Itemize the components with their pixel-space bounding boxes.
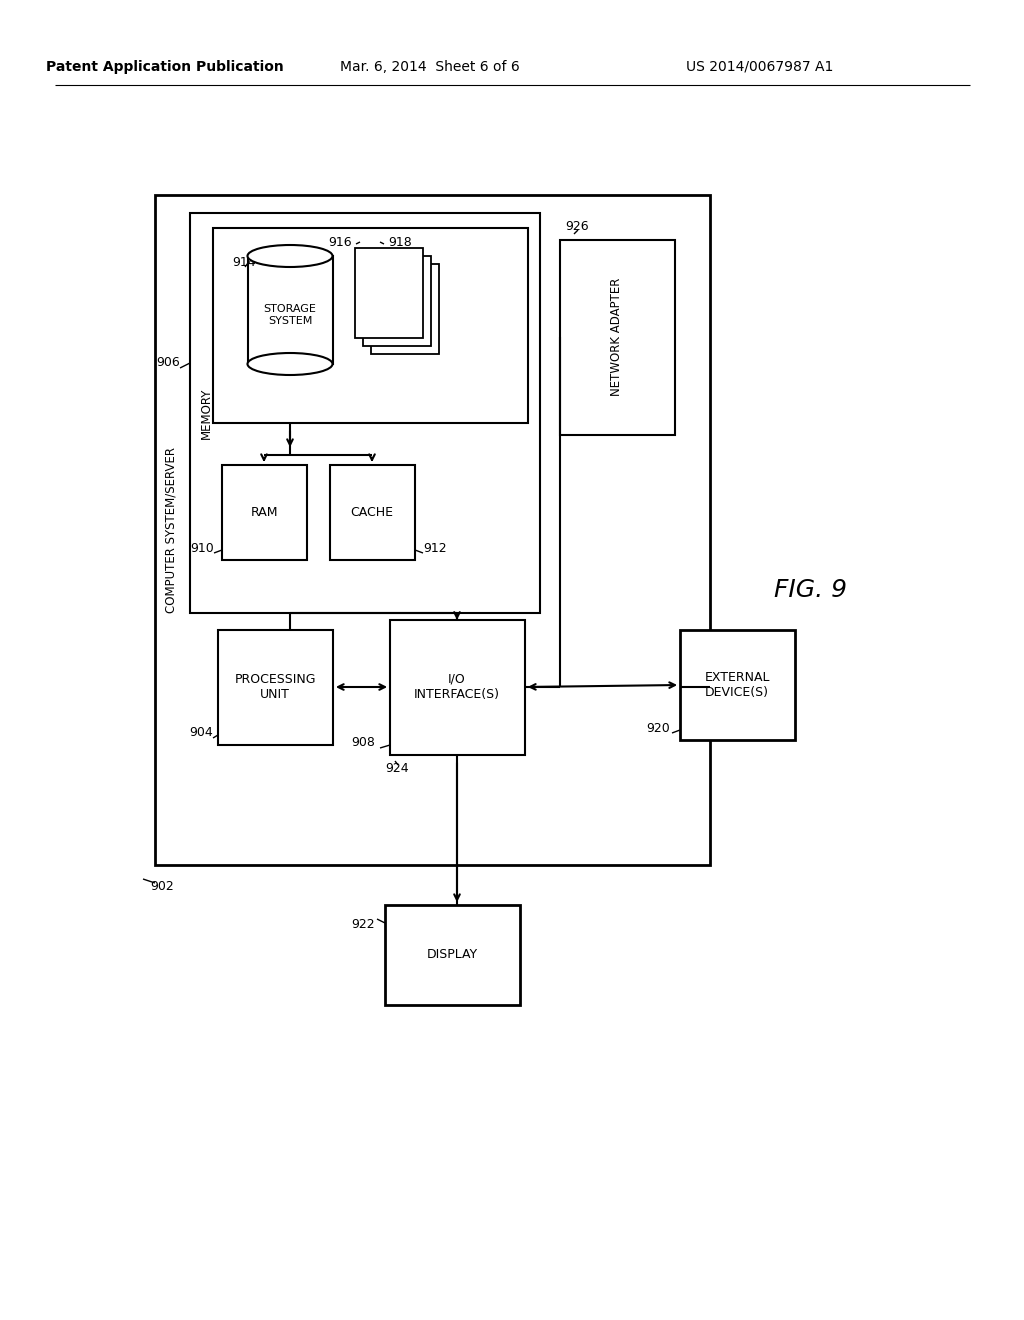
Bar (355, 248, 423, 338)
Bar (330, 465, 415, 560)
Text: I/O
INTERFACE(S): I/O INTERFACE(S) (414, 673, 500, 701)
Ellipse shape (248, 352, 333, 375)
Bar (222, 465, 307, 560)
Bar (155, 195, 710, 865)
Text: COMPUTER SYSTEM/SERVER: COMPUTER SYSTEM/SERVER (165, 447, 177, 612)
Bar (560, 240, 675, 436)
Text: 910: 910 (190, 541, 214, 554)
Text: 912: 912 (423, 541, 446, 554)
Bar (390, 620, 525, 755)
Bar (213, 228, 528, 422)
Text: 926: 926 (565, 219, 589, 232)
Text: FIG. 9: FIG. 9 (773, 578, 847, 602)
Text: NETWORK ADAPTER: NETWORK ADAPTER (610, 277, 624, 396)
Text: STORAGE
SYSTEM: STORAGE SYSTEM (263, 304, 316, 326)
Text: 918: 918 (388, 235, 412, 248)
Text: 914: 914 (232, 256, 256, 269)
Text: Patent Application Publication: Patent Application Publication (46, 59, 284, 74)
Ellipse shape (248, 246, 333, 267)
Text: 922: 922 (351, 919, 375, 932)
Text: 924: 924 (385, 763, 409, 776)
Text: 904: 904 (189, 726, 213, 739)
Text: 906: 906 (157, 356, 180, 370)
Bar (362, 256, 431, 346)
Text: PROCESSING
UNIT: PROCESSING UNIT (234, 673, 315, 701)
Text: CACHE: CACHE (350, 506, 393, 519)
Bar (190, 213, 540, 612)
Text: 916: 916 (329, 235, 352, 248)
Bar (680, 630, 795, 741)
Text: EXTERNAL
DEVICE(S): EXTERNAL DEVICE(S) (705, 671, 770, 700)
Bar (248, 256, 333, 364)
Text: 902: 902 (150, 880, 174, 894)
Text: 920: 920 (646, 722, 670, 734)
Bar (218, 630, 333, 744)
Text: RAM: RAM (250, 506, 278, 519)
Text: Mar. 6, 2014  Sheet 6 of 6: Mar. 6, 2014 Sheet 6 of 6 (340, 59, 520, 74)
Text: DISPLAY: DISPLAY (426, 949, 477, 961)
Text: MEMORY: MEMORY (200, 387, 213, 438)
Text: 908: 908 (351, 737, 375, 750)
Bar (385, 906, 520, 1005)
Bar (371, 264, 439, 354)
Text: US 2014/0067987 A1: US 2014/0067987 A1 (686, 59, 834, 74)
